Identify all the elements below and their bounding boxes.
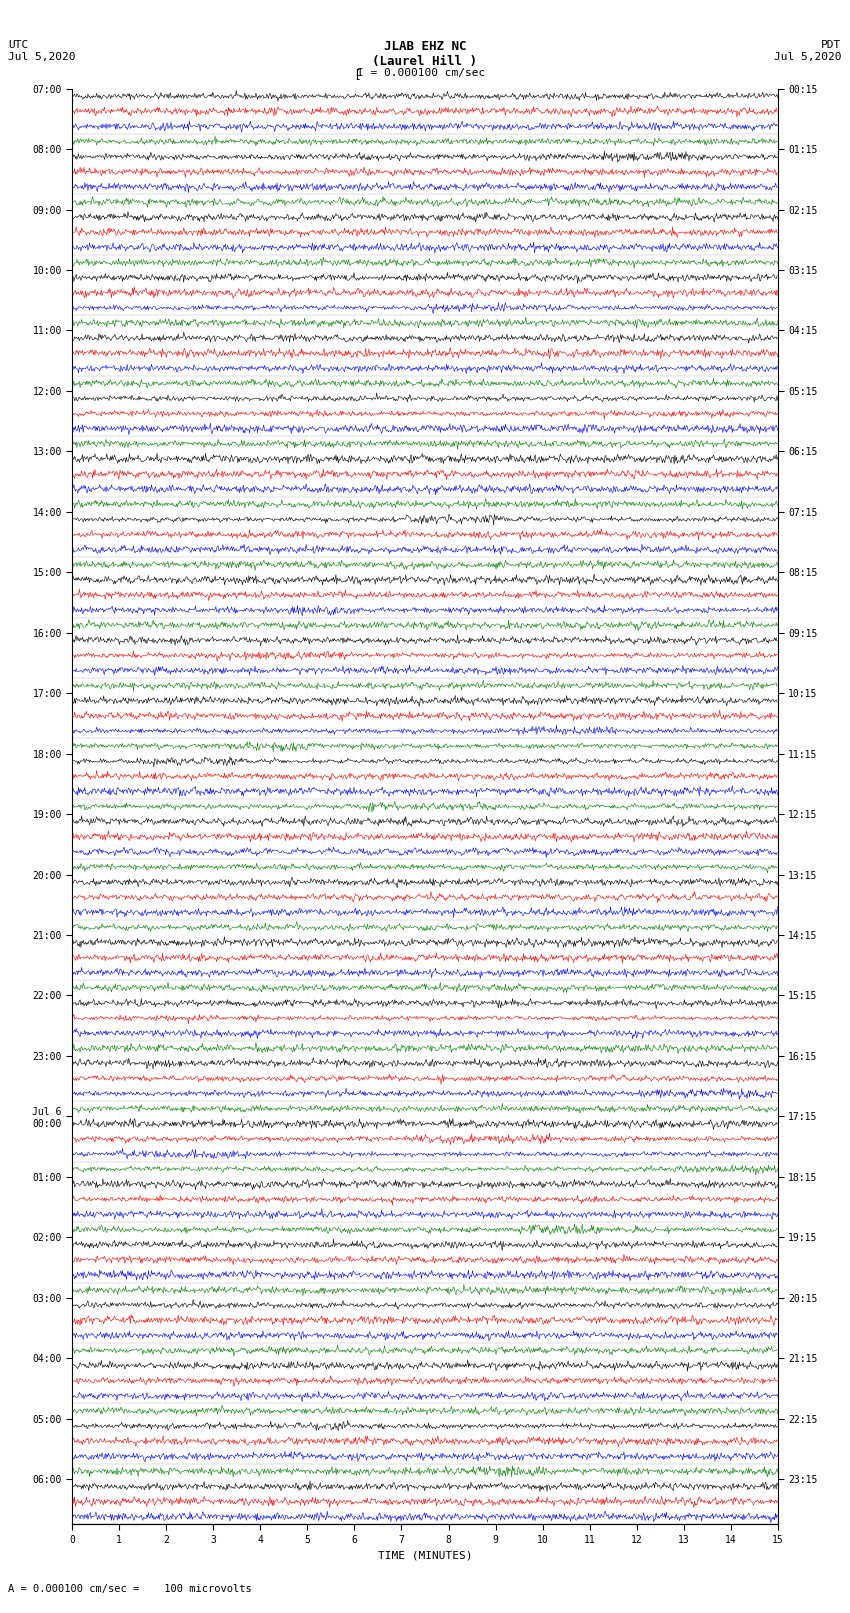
X-axis label: TIME (MINUTES): TIME (MINUTES) bbox=[377, 1550, 473, 1560]
Text: I = 0.000100 cm/sec: I = 0.000100 cm/sec bbox=[357, 68, 485, 77]
Text: UTC
Jul 5,2020: UTC Jul 5,2020 bbox=[8, 40, 76, 61]
Text: [: [ bbox=[353, 68, 360, 81]
Text: A = 0.000100 cm/sec =    100 microvolts: A = 0.000100 cm/sec = 100 microvolts bbox=[8, 1584, 252, 1594]
Text: PDT
Jul 5,2020: PDT Jul 5,2020 bbox=[774, 40, 842, 61]
Text: JLAB EHZ NC
(Laurel Hill ): JLAB EHZ NC (Laurel Hill ) bbox=[372, 40, 478, 68]
